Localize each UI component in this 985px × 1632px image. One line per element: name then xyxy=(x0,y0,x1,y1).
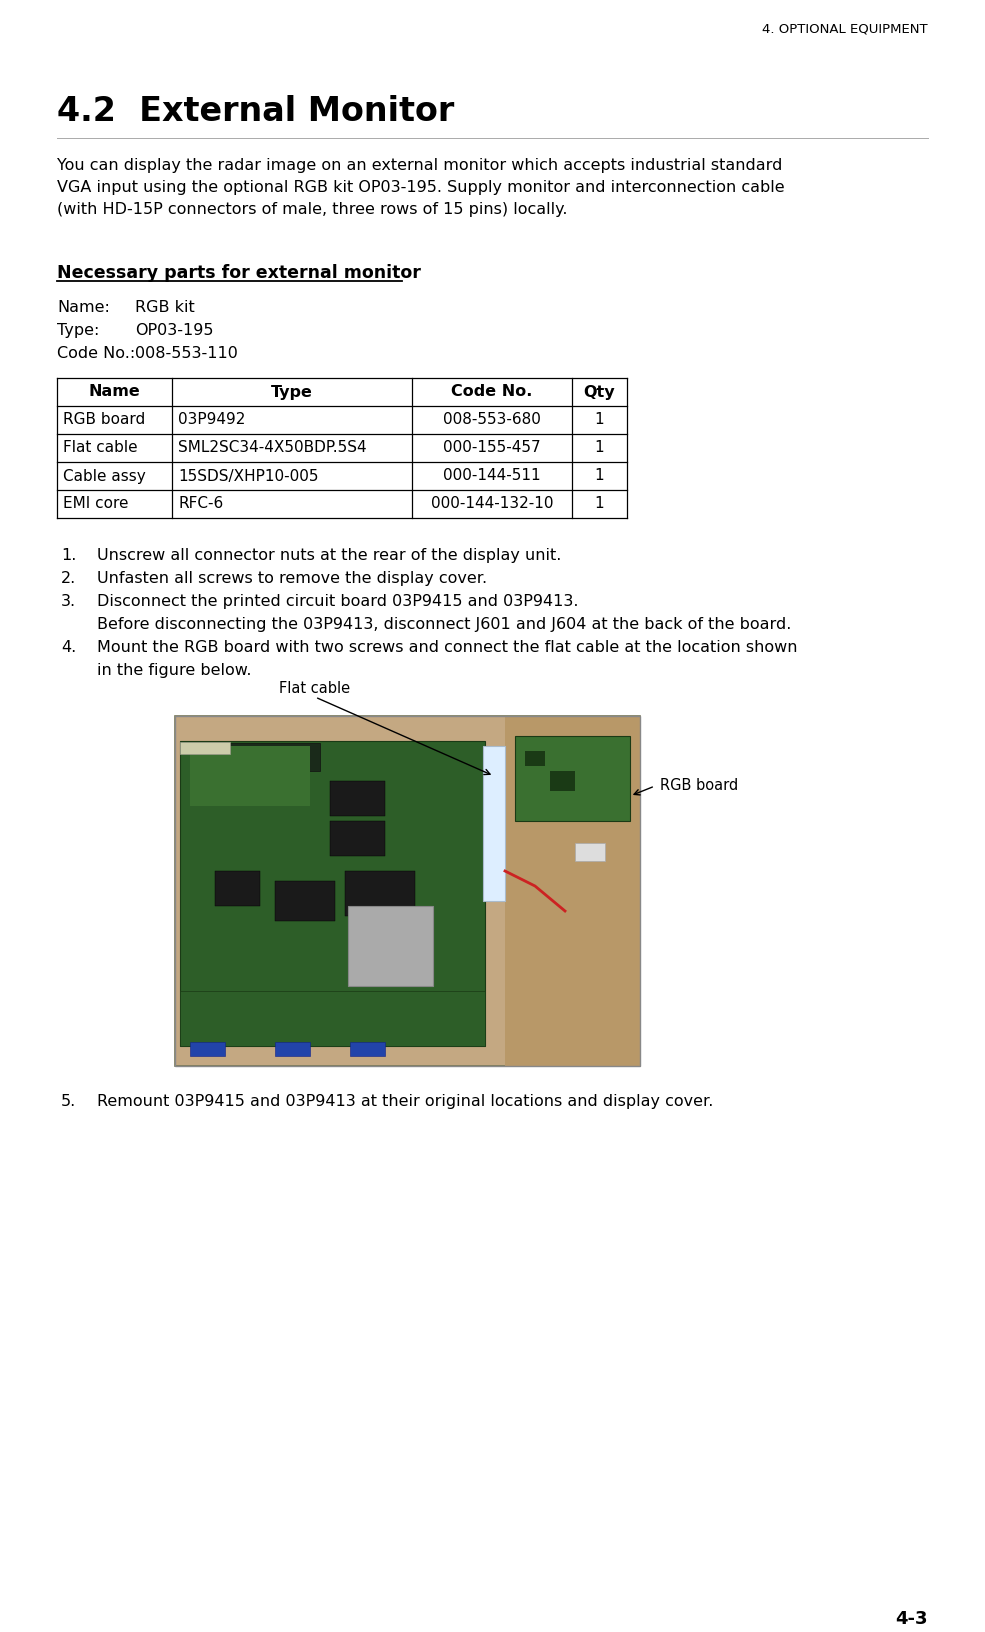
Text: 3.: 3. xyxy=(61,594,76,609)
Text: 5.: 5. xyxy=(61,1093,76,1110)
Bar xyxy=(550,770,575,792)
Bar xyxy=(350,1041,385,1056)
Text: Unfasten all screws to remove the display cover.: Unfasten all screws to remove the displa… xyxy=(97,571,488,586)
Text: 4-3: 4-3 xyxy=(895,1611,928,1629)
Text: 1: 1 xyxy=(595,496,605,511)
Bar xyxy=(525,751,545,765)
Text: RGB kit: RGB kit xyxy=(135,300,195,315)
Text: 1.: 1. xyxy=(61,548,77,563)
Text: Flat cable: Flat cable xyxy=(63,441,138,455)
Text: Type:: Type: xyxy=(57,323,99,338)
Bar xyxy=(515,736,630,821)
Text: 000-144-511: 000-144-511 xyxy=(443,468,541,483)
Bar xyxy=(190,746,310,806)
Text: EMI core: EMI core xyxy=(63,496,128,511)
Bar xyxy=(175,716,640,1066)
Bar xyxy=(575,844,605,862)
Text: 000-144-132-10: 000-144-132-10 xyxy=(430,496,554,511)
Text: Qty: Qty xyxy=(584,385,616,400)
Text: 1: 1 xyxy=(595,441,605,455)
Bar xyxy=(330,821,385,857)
Text: 03P9492: 03P9492 xyxy=(178,413,245,428)
Text: Flat cable: Flat cable xyxy=(280,681,351,695)
Bar xyxy=(348,906,433,986)
Text: RFC-6: RFC-6 xyxy=(178,496,224,511)
Text: Name: Name xyxy=(89,385,141,400)
Text: You can display the radar image on an external monitor which accepts industrial : You can display the radar image on an ex… xyxy=(57,158,782,173)
Bar xyxy=(275,1041,310,1056)
Bar xyxy=(330,782,385,816)
Text: 008-553-680: 008-553-680 xyxy=(443,413,541,428)
Text: 2.: 2. xyxy=(61,571,76,586)
Bar xyxy=(180,741,485,1046)
Text: VGA input using the optional RGB kit OP03-195. Supply monitor and interconnectio: VGA input using the optional RGB kit OP0… xyxy=(57,180,785,194)
Text: 1: 1 xyxy=(595,413,605,428)
Text: RGB board: RGB board xyxy=(660,778,738,793)
Bar xyxy=(505,716,640,1066)
Bar xyxy=(345,871,415,916)
Text: in the figure below.: in the figure below. xyxy=(97,663,251,677)
Bar xyxy=(215,871,260,906)
Bar xyxy=(180,743,230,754)
Bar xyxy=(180,991,485,1046)
Text: Remount 03P9415 and 03P9413 at their original locations and display cover.: Remount 03P9415 and 03P9413 at their ori… xyxy=(97,1093,713,1110)
Text: Type: Type xyxy=(271,385,313,400)
Bar xyxy=(175,716,640,1066)
Text: Name:: Name: xyxy=(57,300,110,315)
Text: RGB board: RGB board xyxy=(63,413,145,428)
Text: Necessary parts for external monitor: Necessary parts for external monitor xyxy=(57,264,421,282)
Text: 15SDS/XHP10-005: 15SDS/XHP10-005 xyxy=(178,468,318,483)
Text: 4.: 4. xyxy=(61,640,76,654)
Text: (with HD-15P connectors of male, three rows of 15 pins) locally.: (with HD-15P connectors of male, three r… xyxy=(57,202,567,217)
Text: SML2SC34-4X50BDP.5S4: SML2SC34-4X50BDP.5S4 xyxy=(178,441,366,455)
Text: 1: 1 xyxy=(595,468,605,483)
Text: Cable assy: Cable assy xyxy=(63,468,146,483)
Text: Before disconnecting the 03P9413, disconnect J601 and J604 at the back of the bo: Before disconnecting the 03P9413, discon… xyxy=(97,617,791,632)
Text: Mount the RGB board with two screws and connect the flat cable at the location s: Mount the RGB board with two screws and … xyxy=(97,640,798,654)
Bar xyxy=(190,743,320,770)
Bar xyxy=(275,881,335,920)
Text: Code No.:: Code No.: xyxy=(57,346,135,361)
Text: OP03-195: OP03-195 xyxy=(135,323,214,338)
Bar xyxy=(190,1041,225,1056)
Text: 000-155-457: 000-155-457 xyxy=(443,441,541,455)
Text: 008-553-110: 008-553-110 xyxy=(135,346,237,361)
Text: 4. OPTIONAL EQUIPMENT: 4. OPTIONAL EQUIPMENT xyxy=(762,21,928,34)
Bar xyxy=(483,746,505,901)
Text: 4.2  External Monitor: 4.2 External Monitor xyxy=(57,95,454,127)
Text: Disconnect the printed circuit board 03P9415 and 03P9413.: Disconnect the printed circuit board 03P… xyxy=(97,594,578,609)
Text: Unscrew all connector nuts at the rear of the display unit.: Unscrew all connector nuts at the rear o… xyxy=(97,548,561,563)
Text: Code No.: Code No. xyxy=(451,385,533,400)
